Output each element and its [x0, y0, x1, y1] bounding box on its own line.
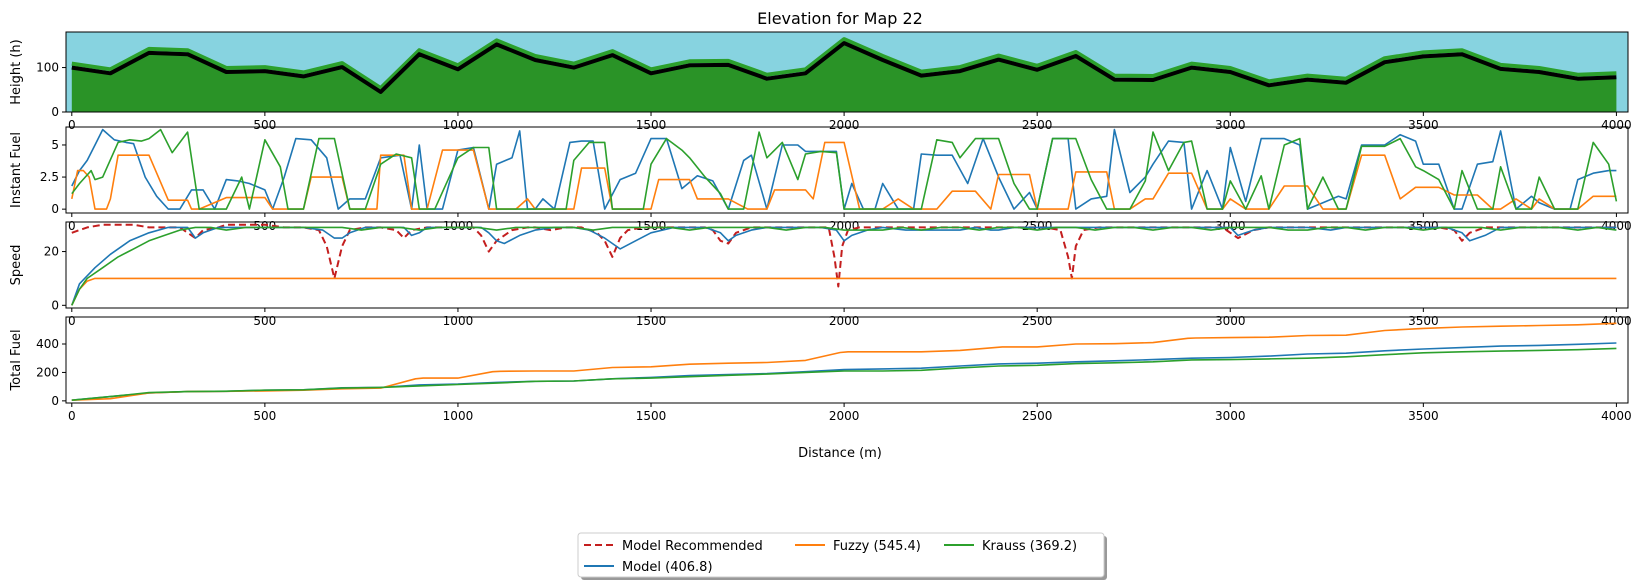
x-tick-label: 0 [68, 409, 76, 423]
x-tick-label: 1500 [636, 118, 667, 132]
instant-fuel-axes: 0 500 1000 1500 2000 2500 3000 3500 400002.55Ins… [9, 126, 1632, 233]
y-tick-label: 100 [36, 61, 59, 75]
x-tick-label: 2000 [829, 118, 860, 132]
x-tick-label: 4000 [1601, 118, 1632, 132]
total-fuel-axes: 0 500 1000 1500 2000 2500 3000 3500 4000 0 200 400 T… [9, 316, 1632, 423]
series-line-krauss [71, 347, 1617, 401]
legend-label-model: Model (406.8) [622, 560, 713, 575]
terrain-highlight-line [71, 37, 1617, 90]
x-tick-label: 4000 [1601, 409, 1632, 423]
y-tick-label: 400 [36, 337, 59, 351]
y-tick-label: 0 [51, 105, 59, 119]
series-line-fuzzy [71, 141, 1617, 210]
series-line-fuzzy [71, 322, 1617, 401]
y-axis-label: Speed [9, 245, 24, 286]
x-tick-label: 3500 [1408, 219, 1439, 233]
x-tick-label: 2000 [829, 314, 860, 328]
speed-axes: 0 500 1000 1500 2000 2500 3000 3500 4000 0 20 Speed [9, 221, 1632, 328]
y-axis-label: Height (h) [9, 39, 24, 105]
x-tick-label: 1000 [443, 219, 474, 233]
legend: Model Recommended Model (406.8) Fuzzy (545… [577, 532, 1107, 580]
x-tick-label: 2500 [1022, 118, 1053, 132]
x-tick-label: 4000 [1601, 314, 1632, 328]
x-tick-label: 0 [68, 314, 76, 328]
x-tick-label: 1000 [443, 118, 474, 132]
x-tick-label: 3000 [1215, 219, 1246, 233]
x-tick-label: 0 [68, 118, 76, 132]
x-tick-label: 2500 [1022, 409, 1053, 423]
series-line-model [71, 226, 1617, 306]
axes-frame [65, 126, 1629, 214]
x-tick-label: 3000 [1215, 118, 1246, 132]
y-tick-label: 200 [36, 365, 59, 379]
x-tick-label: 500 [253, 118, 276, 132]
y-tick-label: 5 [51, 138, 59, 152]
legend-label-fuzzy: Fuzzy (545.4) [833, 539, 921, 554]
y-axis-label: Instant Fuel [9, 132, 24, 208]
series-line-krauss [71, 128, 1618, 210]
x-tick-label: 3500 [1408, 118, 1439, 132]
elevation-axes: 0 500 1000 1500 2000 2500 3000 3500 4000 0 100 Heig… [9, 31, 1632, 132]
x-tick-label: 2500 [1022, 219, 1053, 233]
x-tick-label: 500 [253, 314, 276, 328]
x-tick-label: 0 [68, 219, 76, 233]
y-tick-label: 2.5 [40, 170, 59, 184]
y-tick-label: 20 [44, 245, 59, 259]
legend-label-model_recommended: Model Recommended [622, 539, 763, 554]
axes-frame [65, 31, 1629, 113]
series-line-krauss [71, 226, 1617, 306]
x-tick-label: 1000 [443, 409, 474, 423]
terrain-line [71, 41, 1617, 94]
series-line-model [71, 128, 1617, 210]
axes-frame [65, 316, 1629, 404]
x-tick-label: 4000 [1601, 219, 1632, 233]
series-line-model_recommended [71, 223, 1617, 288]
legend-label-krauss: Krauss (369.2) [982, 539, 1077, 554]
terrain-fill [71, 43, 1617, 112]
x-tick-label: 1000 [443, 314, 474, 328]
x-tick-label: 2000 [829, 409, 860, 423]
x-axis-label: Distance (m) [798, 446, 882, 461]
y-tick-label: 0 [51, 298, 59, 312]
x-tick-label: 3000 [1215, 409, 1246, 423]
axes-frame [65, 221, 1629, 309]
x-tick-label: 3000 [1215, 314, 1246, 328]
x-tick-label: 1500 [636, 409, 667, 423]
x-tick-label: 1500 [636, 314, 667, 328]
x-tick-label: 3500 [1408, 314, 1439, 328]
series-line-fuzzy [71, 277, 1617, 306]
y-tick-label: 0 [51, 394, 59, 408]
x-tick-label: 2500 [1022, 314, 1053, 328]
x-tick-label: 500 [253, 409, 276, 423]
y-tick-label: 0 [51, 202, 59, 216]
y-axis-label: Total Fuel [9, 329, 24, 391]
x-tick-label: 3500 [1408, 409, 1439, 423]
figure-title: Elevation for Map 22 [757, 9, 923, 28]
